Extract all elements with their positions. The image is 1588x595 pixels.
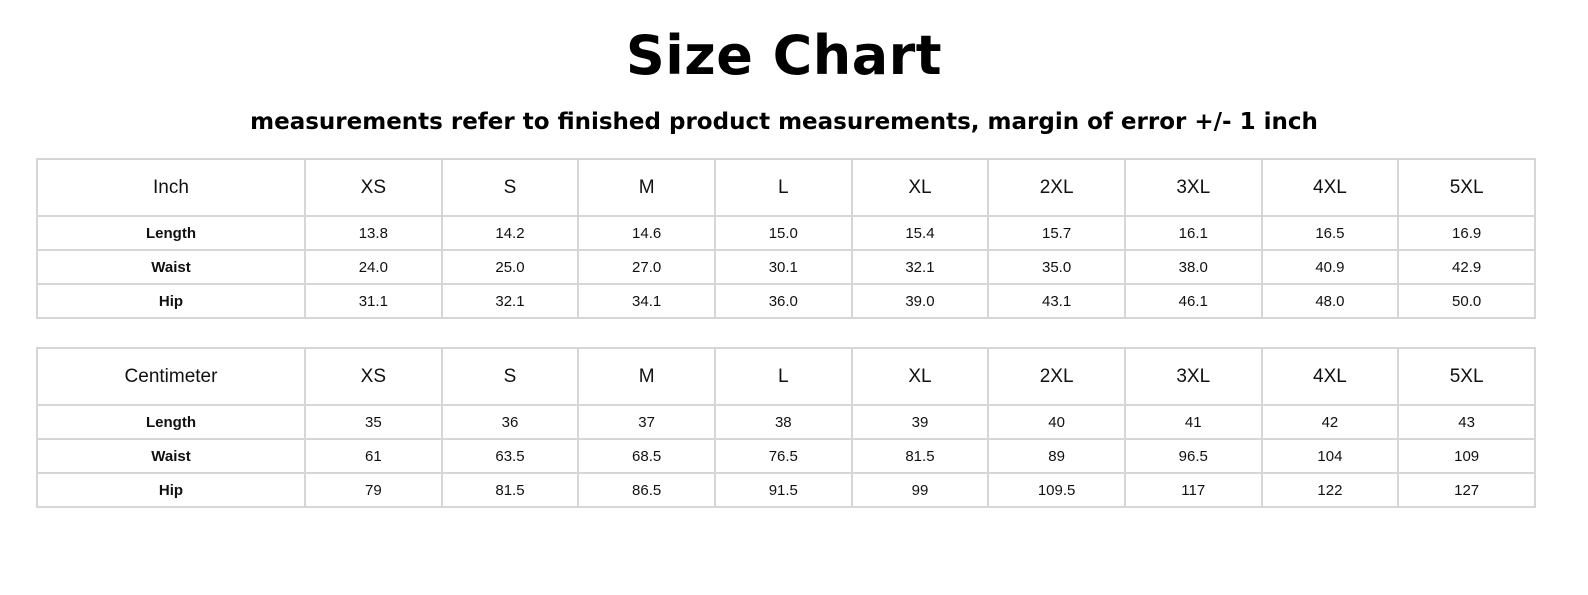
row-label: Hip: [36, 472, 306, 508]
size-header: XS: [304, 158, 443, 217]
size-header: 4XL: [1260, 158, 1400, 217]
table-cell: 15.4: [850, 215, 990, 251]
table-cell: 27.0: [577, 249, 716, 285]
size-header: L: [713, 347, 853, 406]
size-header: M: [577, 158, 716, 217]
row-label: Hip: [36, 283, 306, 319]
table-cell: 34.1: [577, 283, 716, 319]
table-cell: 32.1: [440, 283, 580, 319]
row-label: Waist: [36, 438, 306, 474]
size-header: M: [577, 347, 716, 406]
table-cell: 91.5: [713, 472, 853, 508]
table-cell: 43: [1397, 404, 1536, 440]
table-cell: 109: [1397, 438, 1536, 474]
size-header: XL: [850, 347, 990, 406]
table-cell: 25.0: [440, 249, 580, 285]
table-cell: 104: [1260, 438, 1400, 474]
table-cell: 16.9: [1397, 215, 1536, 251]
table-cell: 31.1: [304, 283, 443, 319]
table-cell: 38.0: [1123, 249, 1263, 285]
table-cell: 15.0: [713, 215, 853, 251]
table-cell: 24.0: [304, 249, 443, 285]
table-row: Hip 79 81.5 86.5 91.5 99 109.5 117 122 127: [36, 472, 1536, 508]
table-cell: 16.1: [1123, 215, 1263, 251]
table-cell: 61: [304, 438, 443, 474]
table-cell: 89: [987, 438, 1126, 474]
size-header: L: [713, 158, 853, 217]
table-cell: 30.1: [713, 249, 853, 285]
size-header: S: [440, 158, 580, 217]
size-header: XL: [850, 158, 990, 217]
table-cell: 38: [713, 404, 853, 440]
table-cell: 109.5: [987, 472, 1126, 508]
table-cell: 81.5: [850, 438, 990, 474]
size-header: 2XL: [987, 347, 1126, 406]
table-cell: 96.5: [1123, 438, 1263, 474]
size-header: 2XL: [987, 158, 1126, 217]
table-cell: 79: [304, 472, 443, 508]
page-title: Size Chart: [625, 24, 943, 87]
table-cell: 43.1: [987, 283, 1126, 319]
table-cell: 37: [577, 404, 716, 440]
table-cell: 40: [987, 404, 1126, 440]
table-cell: 50.0: [1397, 283, 1536, 319]
table-cell: 15.7: [987, 215, 1126, 251]
table-cell: 36.0: [713, 283, 853, 319]
size-header: 3XL: [1123, 158, 1263, 217]
table-row: Hip 31.1 32.1 34.1 36.0 39.0 43.1 46.1 48.0 50.0: [36, 283, 1536, 319]
table-header-row: Centimeter XS S M L XL 2XL 3XL 4XL 5XL: [36, 347, 1536, 406]
unit-header: Centimeter: [36, 347, 306, 406]
centimeter-size-table: Centimeter XS S M L XL 2XL 3XL 4XL 5XL Length 35 36 3…: [36, 347, 1536, 508]
table-cell: 122: [1260, 472, 1400, 508]
unit-header: Inch: [36, 158, 306, 217]
table-cell: 35.0: [987, 249, 1126, 285]
table-row: Length 35 36 37 38 39 40 41 42 43: [36, 404, 1536, 440]
size-header: S: [440, 347, 580, 406]
table-cell: 39: [850, 404, 990, 440]
table-cell: 68.5: [577, 438, 716, 474]
table-cell: 41: [1123, 404, 1263, 440]
table-row: Waist 24.0 25.0 27.0 30.1 32.1 35.0 38.0 40.9 42.…: [36, 249, 1536, 285]
table-row: Length 13.8 14.2 14.6 15.0 15.4 15.7 16.1 16.5 16…: [36, 215, 1536, 251]
size-header: 5XL: [1397, 347, 1536, 406]
size-header: 5XL: [1397, 158, 1536, 217]
size-header: 4XL: [1260, 347, 1400, 406]
table-cell: 46.1: [1123, 283, 1263, 319]
table-cell: 42.9: [1397, 249, 1536, 285]
row-label: Length: [36, 215, 306, 251]
table-cell: 40.9: [1260, 249, 1400, 285]
table-cell: 35: [304, 404, 443, 440]
table-cell: 13.8: [304, 215, 443, 251]
table-cell: 39.0: [850, 283, 990, 319]
table-cell: 76.5: [713, 438, 853, 474]
row-label: Waist: [36, 249, 306, 285]
table-cell: 36: [440, 404, 580, 440]
inch-size-table: Inch XS S M L XL 2XL 3XL 4XL 5XL Length 13.8 14.2 14.…: [36, 158, 1536, 319]
page-subtitle: measurements refer to finished product m…: [250, 109, 1318, 135]
size-header: 3XL: [1123, 347, 1263, 406]
table-row: Waist 61 63.5 68.5 76.5 81.5 89 96.5 104 109: [36, 438, 1536, 474]
table-cell: 42: [1260, 404, 1400, 440]
table-cell: 32.1: [850, 249, 990, 285]
row-label: Length: [36, 404, 306, 440]
size-header: XS: [304, 347, 443, 406]
table-cell: 48.0: [1260, 283, 1400, 319]
table-cell: 14.6: [577, 215, 716, 251]
table-cell: 99: [850, 472, 990, 508]
table-header-row: Inch XS S M L XL 2XL 3XL 4XL 5XL: [36, 158, 1536, 217]
table-cell: 14.2: [440, 215, 580, 251]
table-cell: 81.5: [440, 472, 580, 508]
table-cell: 16.5: [1260, 215, 1400, 251]
table-cell: 117: [1123, 472, 1263, 508]
table-cell: 86.5: [577, 472, 716, 508]
table-cell: 127: [1397, 472, 1536, 508]
table-cell: 63.5: [440, 438, 580, 474]
